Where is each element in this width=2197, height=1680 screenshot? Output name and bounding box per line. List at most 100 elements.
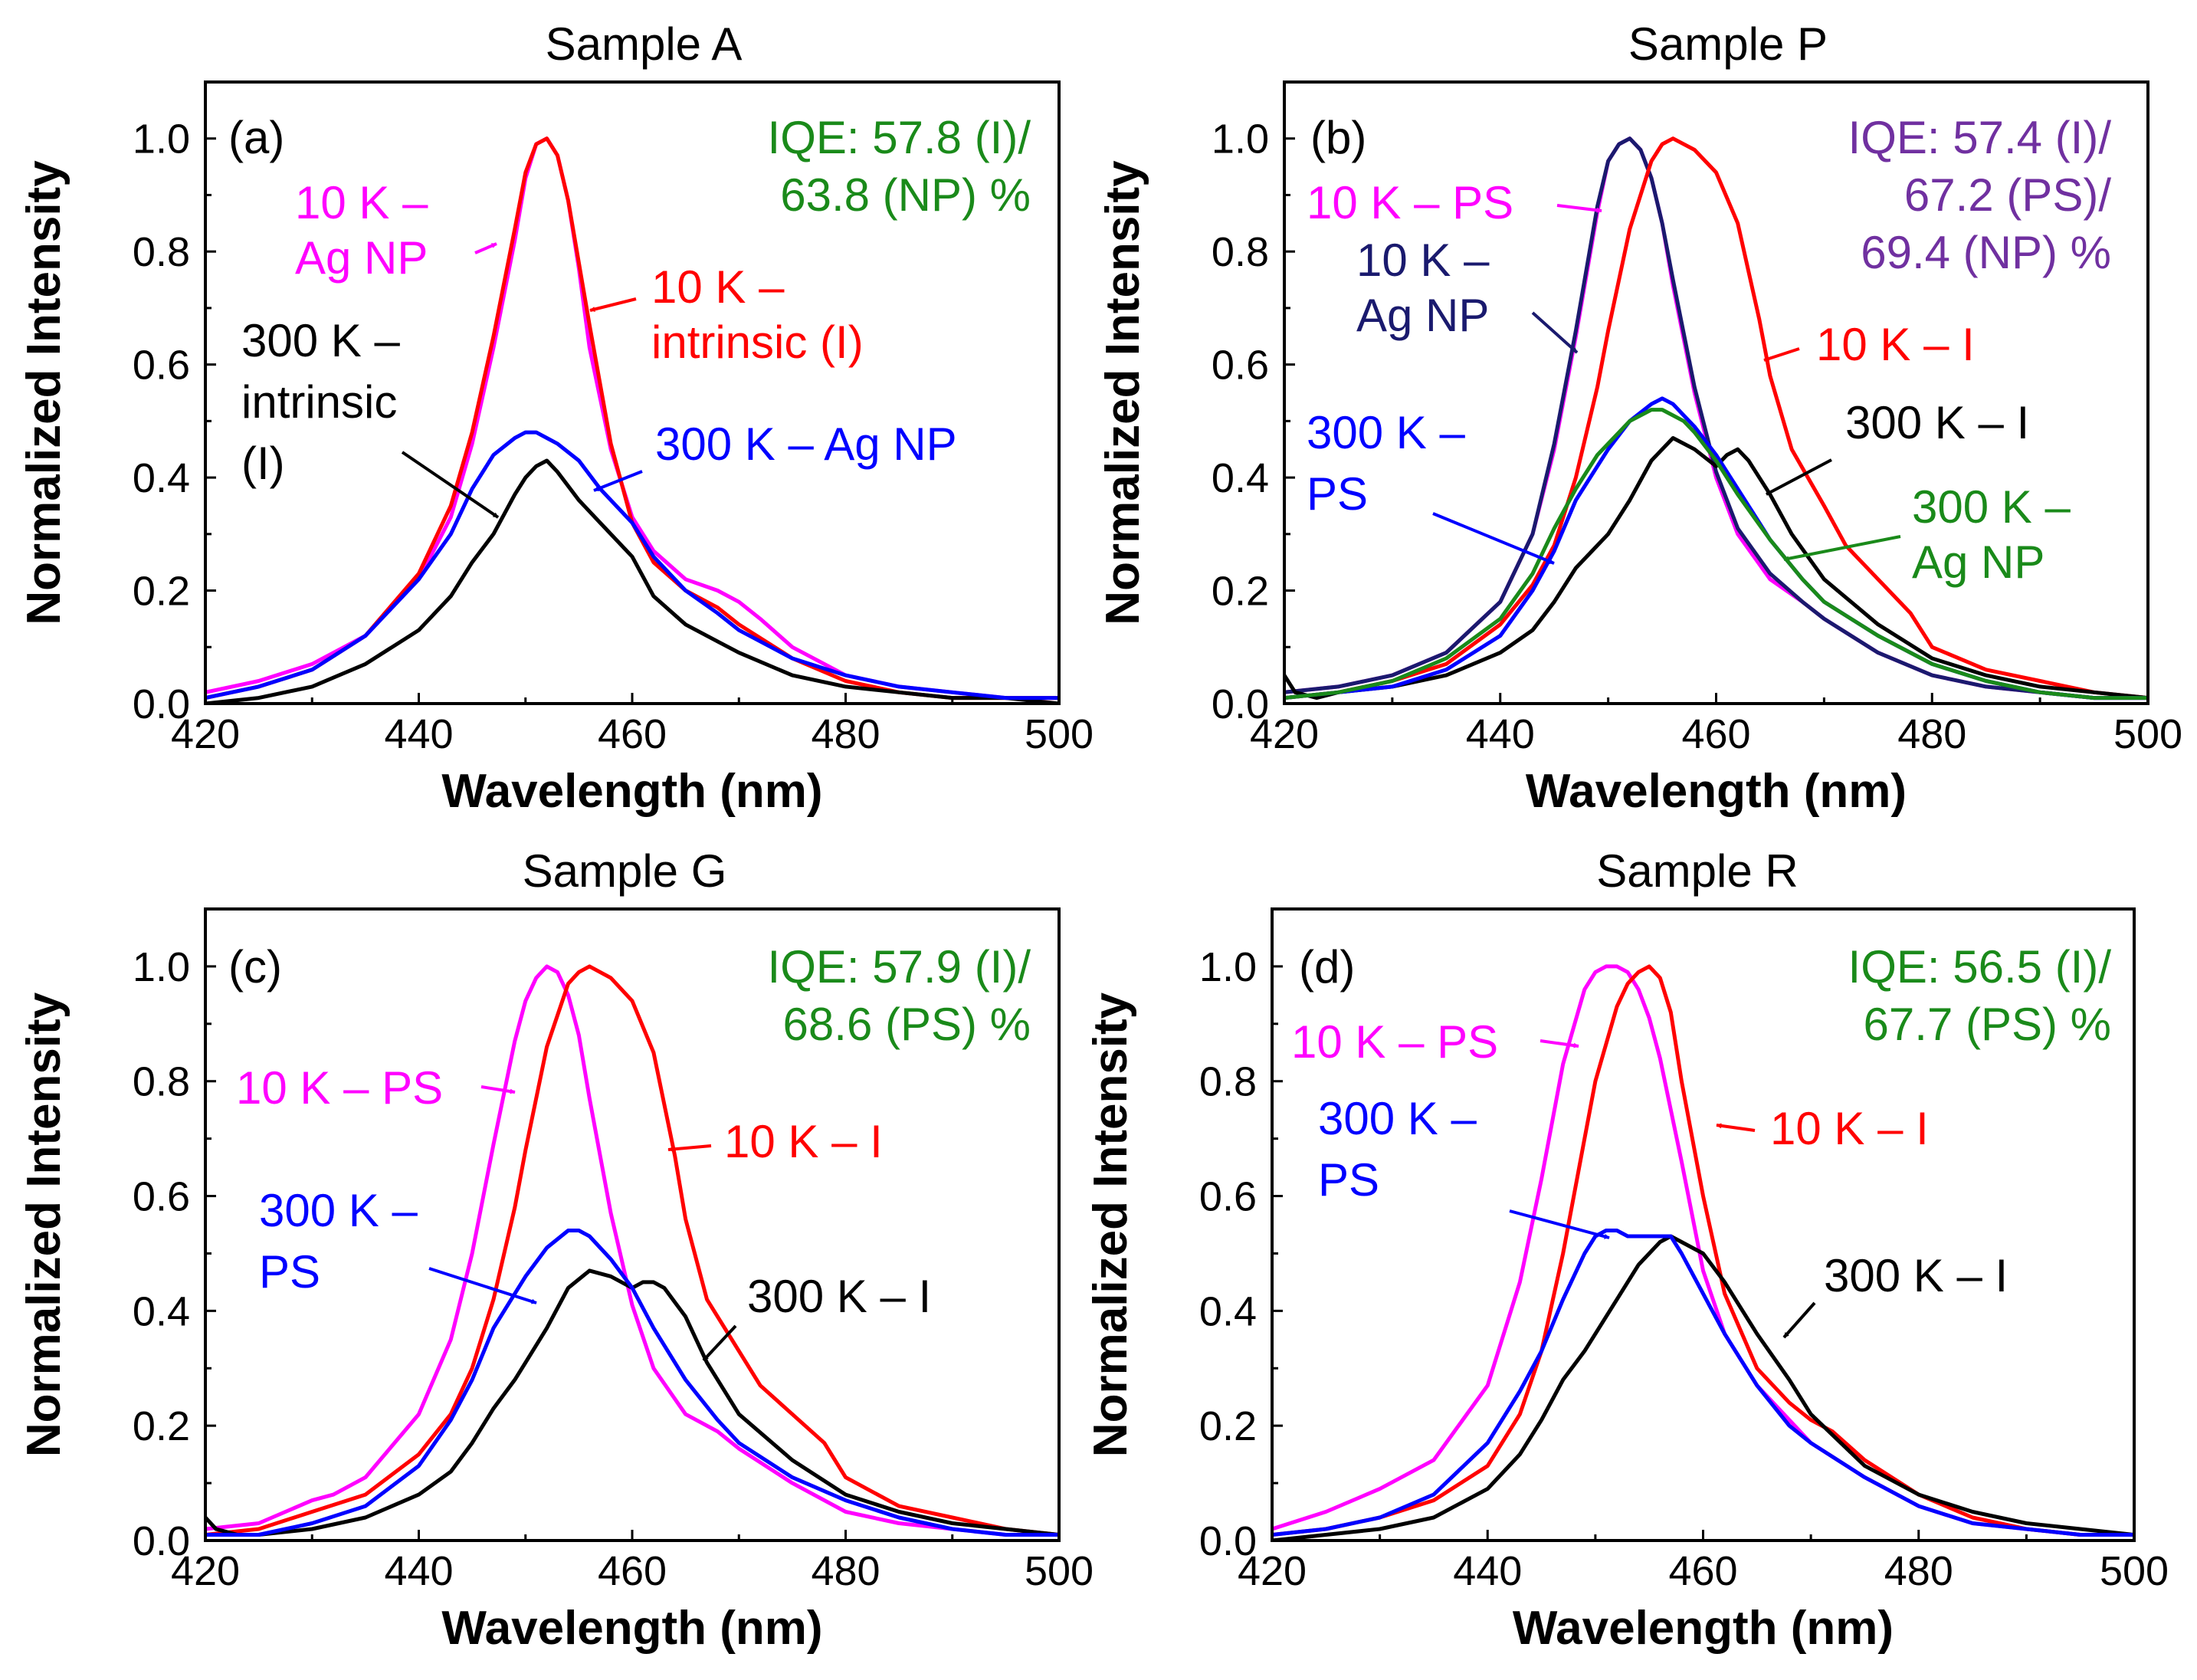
series-annotation: 10 K – — [1356, 235, 1490, 286]
x-tick-label: 440 — [384, 1548, 453, 1594]
series-annotation: 300 K – Ag NP — [655, 418, 957, 470]
y-tick-label: 0.0 — [133, 1518, 190, 1564]
x-axis-label: Wavelength (nm) — [441, 1602, 822, 1655]
chart-title: Sample G — [523, 845, 727, 897]
series-annotation: PS — [259, 1246, 320, 1298]
y-tick-label: 0.4 — [1199, 1288, 1257, 1334]
y-tick-label: 1.0 — [1199, 944, 1257, 990]
iqe-annotation: IQE: 56.5 (I)/ — [1848, 941, 2112, 993]
annotation-arrow — [428, 1267, 537, 1304]
series-line — [205, 1229, 1059, 1537]
x-tick-label: 420 — [1250, 711, 1319, 757]
y-tick-label: 0.4 — [133, 1288, 190, 1334]
annotation-arrow — [667, 1144, 712, 1152]
y-tick-label: 1.0 — [1212, 116, 1269, 162]
series-annotation: 300 K – I — [1845, 397, 2029, 448]
series-line — [1284, 408, 2148, 701]
panel-label: (d) — [1299, 941, 1355, 993]
x-tick-label: 420 — [171, 1548, 240, 1594]
series-annotation: 10 K – — [295, 177, 428, 228]
series-line — [205, 458, 1059, 704]
x-tick-label: 500 — [2100, 1548, 2169, 1594]
annotation-arrow — [593, 470, 643, 492]
chart-title: Sample A — [546, 18, 743, 70]
y-tick-label: 0.6 — [133, 1174, 190, 1220]
y-tick-label: 0.6 — [1212, 343, 1269, 389]
series-line — [205, 1268, 1059, 1537]
series-line — [1284, 136, 2148, 701]
iqe-annotation: 69.4 (NP) % — [1861, 227, 2111, 278]
series-annotation: (I) — [241, 438, 285, 489]
annotation-arrow — [1540, 1039, 1579, 1048]
series-annotation: 300 K – — [241, 315, 400, 366]
series-annotation: Ag NP — [1356, 290, 1489, 341]
y-tick-label: 0.2 — [1199, 1403, 1257, 1449]
y-tick-label: 0.2 — [133, 569, 190, 615]
x-tick-label: 440 — [1466, 711, 1535, 757]
panel-label: (c) — [228, 941, 282, 993]
series-annotation: PS — [1307, 468, 1368, 520]
series-annotation: 10 K – PS — [1307, 177, 1513, 228]
chart-panel: Sample A 420 440 460 480 500 0.0 0.2 0.4 0.6 0.8 1.… — [18, 18, 1094, 818]
series-annotation: 300 K – — [1318, 1093, 1477, 1144]
annotation-arrow — [702, 1324, 737, 1362]
chart-panel: Sample G 420 440 460 480 500 0.0 0.2 0.4 0.6 0.8 1.… — [18, 845, 1094, 1655]
chart-title: Sample P — [1628, 18, 1828, 70]
x-tick-label: 500 — [2113, 711, 2182, 757]
annotation-arrow — [480, 1085, 516, 1094]
iqe-annotation: 63.8 (NP) % — [780, 169, 1031, 221]
chart-title: Sample R — [1596, 845, 1798, 897]
y-axis-label: Normalized Intensity — [1097, 160, 1149, 625]
y-tick-label: 0.0 — [1199, 1518, 1257, 1564]
series-annotation: 300 K – — [1307, 407, 1465, 458]
annotation-arrow — [474, 242, 497, 254]
series-line — [205, 964, 1059, 1537]
x-tick-label: 460 — [598, 1548, 667, 1594]
series-line — [205, 136, 1059, 701]
x-axis-label: Wavelength (nm) — [1526, 765, 1907, 818]
annotation-arrow — [1556, 204, 1602, 213]
annotation-arrow — [1509, 1209, 1610, 1239]
series-line — [1284, 436, 2148, 701]
x-tick-label: 480 — [1897, 711, 1966, 757]
iqe-annotation: IQE: 57.9 (I)/ — [768, 941, 1031, 993]
iqe-annotation: 68.6 (PS) % — [783, 999, 1031, 1050]
y-tick-label: 1.0 — [133, 116, 190, 162]
series-annotation: 300 K – — [259, 1185, 418, 1236]
series-line — [1284, 136, 2148, 701]
x-tick-label: 480 — [1884, 1548, 1953, 1594]
y-tick-label: 0.8 — [133, 1059, 190, 1105]
series-annotation: Ag NP — [295, 232, 428, 284]
x-tick-label: 460 — [1668, 1548, 1737, 1594]
panel-label: (b) — [1310, 112, 1366, 163]
series-annotation: 300 K – I — [1824, 1250, 2008, 1301]
series-annotation: intrinsic — [241, 376, 397, 428]
iqe-annotation: 67.7 (PS) % — [1864, 999, 2111, 1050]
x-tick-label: 480 — [811, 711, 880, 757]
y-tick-label: 0.6 — [1199, 1174, 1257, 1220]
y-tick-label: 0.0 — [1212, 681, 1269, 727]
series-annotation: 10 K – PS — [236, 1062, 443, 1114]
y-tick-label: 0.6 — [133, 343, 190, 389]
series-annotation: PS — [1318, 1154, 1379, 1206]
y-axis-label: Normalized Intensity — [18, 160, 71, 625]
series-line — [205, 964, 1059, 1537]
y-tick-label: 0.8 — [133, 229, 190, 275]
x-tick-label: 480 — [811, 1548, 880, 1594]
chart-panel: Sample P 420 440 460 480 500 0.0 0.2 0.4 0.6 0.8 1.… — [1097, 18, 2182, 818]
series-annotation: 10 K – — [651, 261, 785, 313]
iqe-annotation: 67.2 (PS)/ — [1904, 169, 2111, 221]
annotation-arrow — [1783, 535, 1901, 562]
iqe-annotation: IQE: 57.4 (I)/ — [1848, 112, 2112, 163]
y-axis-label: Normalized Intensity — [1084, 992, 1137, 1457]
iqe-annotation: IQE: 57.8 (I)/ — [768, 112, 1031, 163]
x-tick-label: 460 — [598, 711, 667, 757]
annotation-arrow — [1766, 458, 1832, 496]
series-annotation: 300 K – I — [747, 1271, 931, 1322]
annotation-arrow — [1782, 1301, 1816, 1339]
series-annotation: 10 K – PS — [1291, 1016, 1498, 1068]
y-tick-label: 0.8 — [1212, 229, 1269, 275]
x-tick-label: 420 — [171, 711, 240, 757]
annotation-arrow — [1716, 1123, 1756, 1132]
